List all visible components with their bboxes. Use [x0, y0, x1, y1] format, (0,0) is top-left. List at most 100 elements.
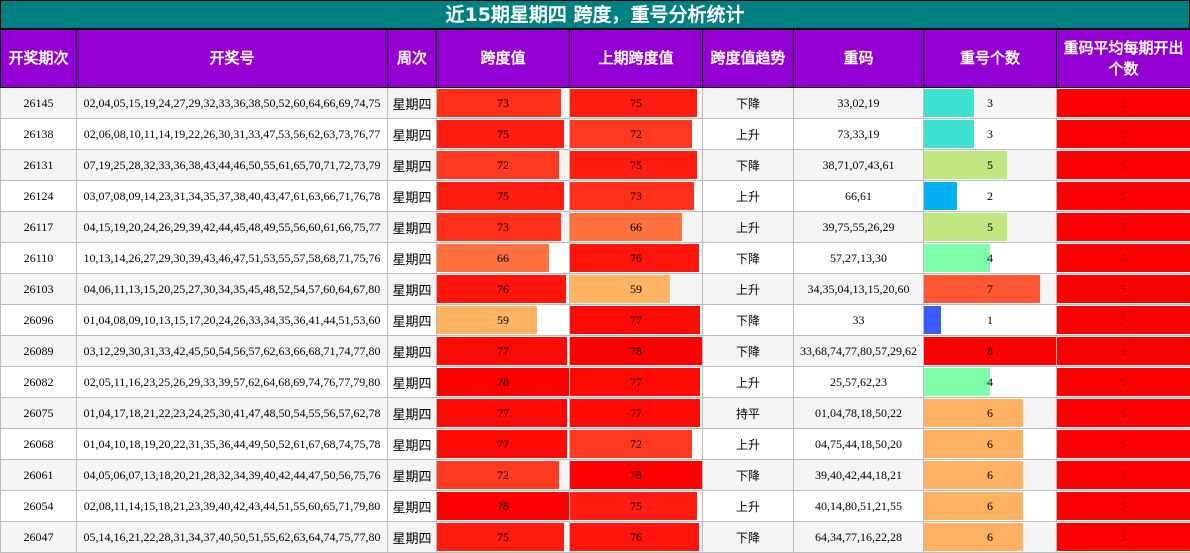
table-cell: 33	[793, 304, 924, 336]
table-cell: 72	[436, 149, 570, 181]
title: 近15期星期四 跨度，重号分析统计	[0, 0, 1190, 29]
cell-text: 5	[1120, 219, 1127, 234]
table-cell: 04,15,19,20,24,26,29,39,42,44,45,48,49,5…	[76, 211, 388, 243]
data-bar	[1057, 306, 1190, 334]
data-bar	[570, 182, 694, 210]
cell-text: 5	[1120, 312, 1127, 327]
table-cell: 04,05,06,07,13,18,20,21,28,32,34,39,40,4…	[76, 459, 388, 491]
data-bar	[1057, 461, 1190, 489]
table-cell: 26117	[0, 211, 77, 243]
cell-text: 6	[987, 436, 993, 451]
cell-text: 73	[497, 95, 509, 110]
cell-text: 5	[1120, 498, 1127, 513]
data-bar	[437, 306, 537, 334]
table-cell: 5	[1056, 459, 1190, 491]
cell-text: 66	[630, 219, 642, 234]
data-bar	[570, 399, 701, 427]
data-bar	[437, 430, 568, 458]
data-bar	[924, 430, 1023, 458]
table-cell: 6	[923, 397, 1057, 429]
cell-text: 5	[1120, 281, 1127, 296]
table-cell: 78	[436, 490, 570, 522]
table-row: 26054 02,08,11,14,15,18,21,23,39,40,42,43…	[0, 490, 1190, 522]
cell-text: 4	[987, 374, 993, 389]
table-body: 26145 02,04,05,15,19,24,27,29,32,33,36,38…	[0, 87, 1190, 553]
data-bar	[924, 492, 1023, 520]
table-cell: 5	[1056, 335, 1190, 367]
cell-text: 75	[497, 126, 509, 141]
column-header: 开奖号	[76, 29, 388, 88]
table-cell: 72	[436, 459, 570, 491]
column-header: 跨度值趋势	[702, 29, 794, 88]
data-bar	[570, 461, 702, 489]
table-cell: 26145	[0, 87, 77, 119]
data-bar	[924, 151, 1007, 179]
data-bar	[1057, 337, 1190, 365]
table-cell: 星期四	[387, 397, 437, 429]
cell-text: 6	[987, 498, 993, 513]
table-cell: 持平	[702, 397, 794, 429]
data-bar	[437, 244, 549, 272]
table-cell: 01,04,78,18,50,22	[793, 397, 924, 429]
table-cell: 77	[436, 335, 570, 367]
table-cell: 75	[436, 118, 570, 150]
table-cell: 25,57,62,23	[793, 366, 924, 398]
column-header: 周次	[387, 29, 437, 88]
cell-text: 7	[987, 281, 993, 296]
cell-text: 59	[497, 312, 509, 327]
table-cell: 59	[436, 304, 570, 336]
table-cell: 03,07,08,09,14,23,31,34,35,37,38,40,43,4…	[76, 180, 388, 212]
table-cell: 6	[923, 521, 1057, 553]
table-cell: 5	[1056, 87, 1190, 119]
data-bar	[437, 151, 559, 179]
data-bar	[1057, 213, 1190, 241]
data-bar	[924, 337, 1056, 365]
column-header: 跨度值	[436, 29, 570, 88]
data-bar	[1057, 89, 1190, 117]
table-cell: 75	[436, 180, 570, 212]
data-bar	[924, 306, 941, 334]
cell-text: 78	[630, 467, 642, 482]
table-cell: 02,08,11,14,15,18,21,23,39,40,42,43,44,5…	[76, 490, 388, 522]
table-cell: 6	[923, 428, 1057, 460]
cell-text: 78	[630, 343, 642, 358]
data-bar	[1057, 399, 1190, 427]
cell-text: 1	[987, 312, 993, 327]
table-cell: 02,04,05,15,19,24,27,29,32,33,36,38,50,5…	[76, 87, 388, 119]
table-cell: 6	[923, 490, 1057, 522]
column-header: 重码平均每期开出个数	[1056, 29, 1190, 88]
cell-text: 5	[1120, 343, 1127, 358]
table-cell: 77	[569, 397, 703, 429]
cell-text: 66	[497, 250, 509, 265]
table-cell: 66	[569, 211, 703, 243]
cell-text: 76	[497, 281, 509, 296]
cell-text: 3	[987, 95, 993, 110]
table-row: 26096 01,04,08,09,10,13,15,17,20,24,26,33…	[0, 304, 1190, 336]
data-bar	[1057, 120, 1190, 148]
data-bar	[570, 306, 701, 334]
cell-text: 76	[630, 250, 642, 265]
cell-text: 5	[987, 219, 993, 234]
table-cell: 02,05,11,16,23,25,26,29,33,39,57,62,64,6…	[76, 366, 388, 398]
table-cell: 59	[569, 273, 703, 305]
cell-text: 2	[987, 188, 993, 203]
table-cell: 6	[923, 459, 1057, 491]
table-cell: 78	[569, 459, 703, 491]
table-cell: 上升	[702, 118, 794, 150]
table-cell: 星期四	[387, 180, 437, 212]
table-cell: 星期四	[387, 242, 437, 274]
table-cell: 下降	[702, 149, 794, 181]
table-cell: 64,34,77,16,22,28	[793, 521, 924, 553]
table-cell: 上升	[702, 428, 794, 460]
table-cell: 76	[569, 242, 703, 274]
stats-table: 开奖期次 开奖号 周次 跨度值 上期跨度值 跨度值趋势 重码 重号个数 重码平均每期开出个数 2…	[0, 29, 1190, 553]
table-cell: 上升	[702, 366, 794, 398]
table-cell: 5	[1056, 521, 1190, 553]
table-cell: 26068	[0, 428, 77, 460]
cell-text: 77	[497, 343, 509, 358]
table-cell: 26124	[0, 180, 77, 212]
table-cell: 星期四	[387, 273, 437, 305]
table-cell: 26082	[0, 366, 77, 398]
data-bar	[1057, 492, 1190, 520]
table-cell: 78	[569, 335, 703, 367]
